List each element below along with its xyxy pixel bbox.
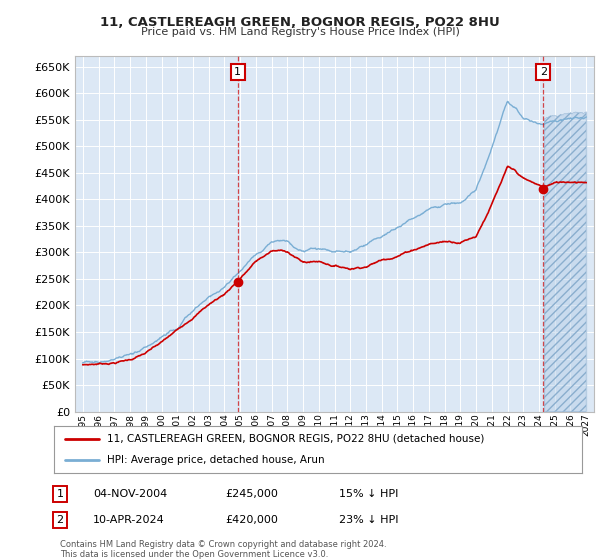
- Text: £420,000: £420,000: [225, 515, 278, 525]
- Text: 10-APR-2024: 10-APR-2024: [93, 515, 165, 525]
- Text: HPI: Average price, detached house, Arun: HPI: Average price, detached house, Arun: [107, 455, 325, 465]
- Text: 15% ↓ HPI: 15% ↓ HPI: [339, 489, 398, 499]
- Text: This data is licensed under the Open Government Licence v3.0.: This data is licensed under the Open Gov…: [60, 550, 328, 559]
- Text: 2: 2: [539, 67, 547, 77]
- Text: Price paid vs. HM Land Registry's House Price Index (HPI): Price paid vs. HM Land Registry's House …: [140, 27, 460, 37]
- Text: 04-NOV-2004: 04-NOV-2004: [93, 489, 167, 499]
- Text: 11, CASTLEREAGH GREEN, BOGNOR REGIS, PO22 8HU: 11, CASTLEREAGH GREEN, BOGNOR REGIS, PO2…: [100, 16, 500, 29]
- Text: £245,000: £245,000: [225, 489, 278, 499]
- Text: Contains HM Land Registry data © Crown copyright and database right 2024.: Contains HM Land Registry data © Crown c…: [60, 540, 386, 549]
- Text: 2: 2: [56, 515, 64, 525]
- Text: 23% ↓ HPI: 23% ↓ HPI: [339, 515, 398, 525]
- Text: 1: 1: [234, 67, 241, 77]
- Text: 11, CASTLEREAGH GREEN, BOGNOR REGIS, PO22 8HU (detached house): 11, CASTLEREAGH GREEN, BOGNOR REGIS, PO2…: [107, 434, 484, 444]
- Text: 1: 1: [56, 489, 64, 499]
